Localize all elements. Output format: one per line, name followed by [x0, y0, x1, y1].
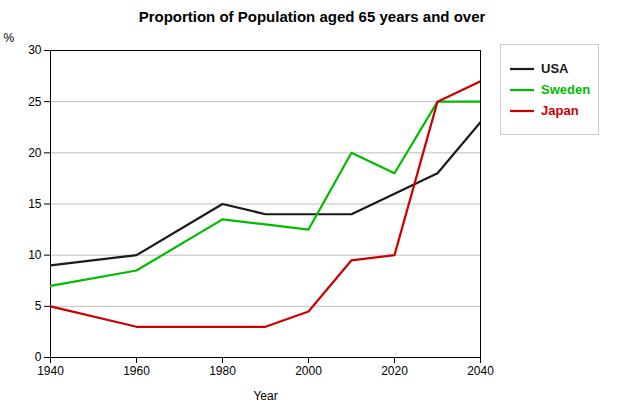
svg-text:15: 15 — [28, 197, 42, 211]
svg-text:30: 30 — [28, 43, 42, 57]
svg-text:20: 20 — [28, 146, 42, 160]
svg-text:1960: 1960 — [123, 364, 150, 378]
svg-text:2020: 2020 — [381, 364, 408, 378]
svg-text:5: 5 — [35, 299, 42, 313]
html-text:USA: USA — [541, 61, 569, 76]
svg-text:2040: 2040 — [467, 364, 494, 378]
svg-text:1940: 1940 — [37, 364, 64, 378]
html-text:Proportion of Population aged: Proportion of Population aged 65 years a… — [138, 8, 486, 25]
svg-text:25: 25 — [28, 95, 42, 109]
svg-text:1980: 1980 — [209, 364, 236, 378]
html-text:Sweden: Sweden — [541, 82, 591, 97]
svg-text:2000: 2000 — [295, 364, 322, 378]
html-text:Japan: Japan — [541, 103, 579, 118]
svg-text:%: % — [4, 31, 15, 45]
svg-text:0: 0 — [35, 350, 42, 364]
svg-text:Year: Year — [253, 389, 277, 403]
svg-text:10: 10 — [28, 248, 42, 262]
